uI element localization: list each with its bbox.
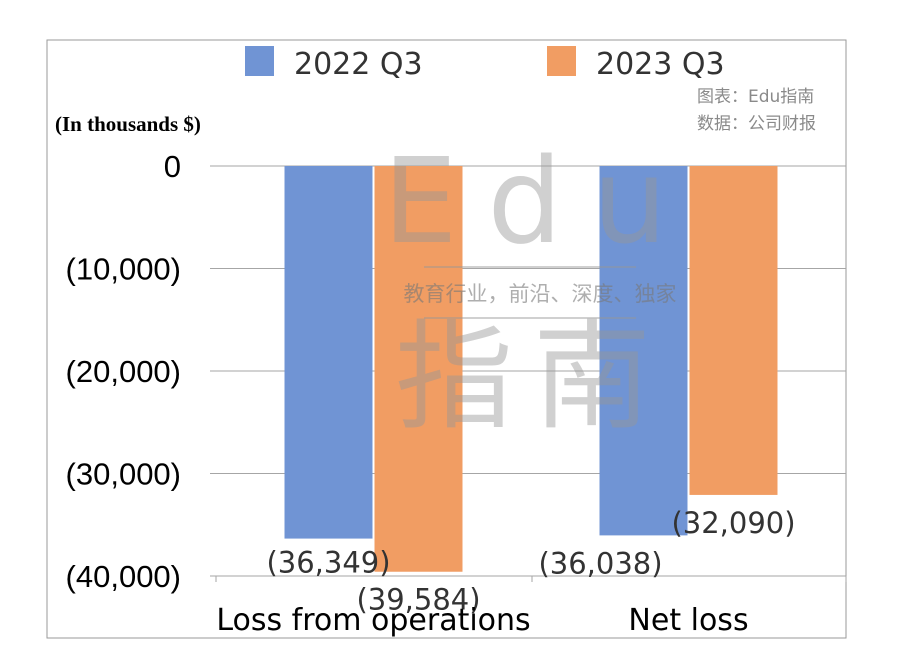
watermark-tagline: 教育行业，前沿、深度、独家 — [404, 282, 677, 306]
y-tick-label: (10,000) — [66, 252, 181, 287]
bar-2023-q3-net-loss — [689, 166, 778, 495]
legend: 2022 Q3 2023 Q3 — [245, 46, 725, 82]
legend-label-2022-q3: 2022 Q3 — [294, 47, 423, 82]
bars — [284, 166, 778, 572]
legend-swatch-2023-q3 — [547, 46, 576, 76]
y-tick-label: (40,000) — [66, 559, 181, 594]
data-labels: (36,349)(39,584) (36,038) (32,090) — [266, 506, 795, 617]
y-tick-label: 0 — [164, 149, 181, 184]
y-tick-label: (20,000) — [66, 354, 181, 389]
bar-2023-q3-loss-from-operations — [374, 166, 463, 572]
source-data-credit: 数据：公司财报 — [697, 114, 816, 134]
bar-2022-q3-loss-from-operations — [284, 166, 373, 539]
data-label: (39,584) — [356, 583, 480, 617]
data-label: (32,090) — [671, 506, 795, 540]
data-label: (36,349) — [266, 546, 390, 580]
source-chart-credit: 图表：Edu指南 — [697, 87, 814, 107]
unit-label: (In thousands $) — [55, 112, 201, 136]
watermark-edu: Edu — [383, 132, 697, 270]
y-axis-ticks: 0 (10,000) (20,000) (30,000) (40,000) — [66, 149, 181, 594]
x-category-label: Net loss — [628, 603, 748, 638]
y-tick-label: (30,000) — [66, 457, 181, 492]
data-label: (36,038) — [538, 546, 662, 580]
watermark-zhinan: 指南 — [395, 308, 671, 446]
watermark: Edu 教育行业，前沿、深度、独家 指南 — [383, 132, 697, 446]
x-axis-categories: Loss from operations Net loss — [216, 603, 748, 638]
legend-swatch-2022-q3 — [245, 46, 274, 76]
bar-2022-q3-net-loss — [599, 166, 688, 536]
x-category-label: Loss from operations — [216, 603, 530, 638]
legend-label-2023-q3: 2023 Q3 — [596, 47, 725, 82]
